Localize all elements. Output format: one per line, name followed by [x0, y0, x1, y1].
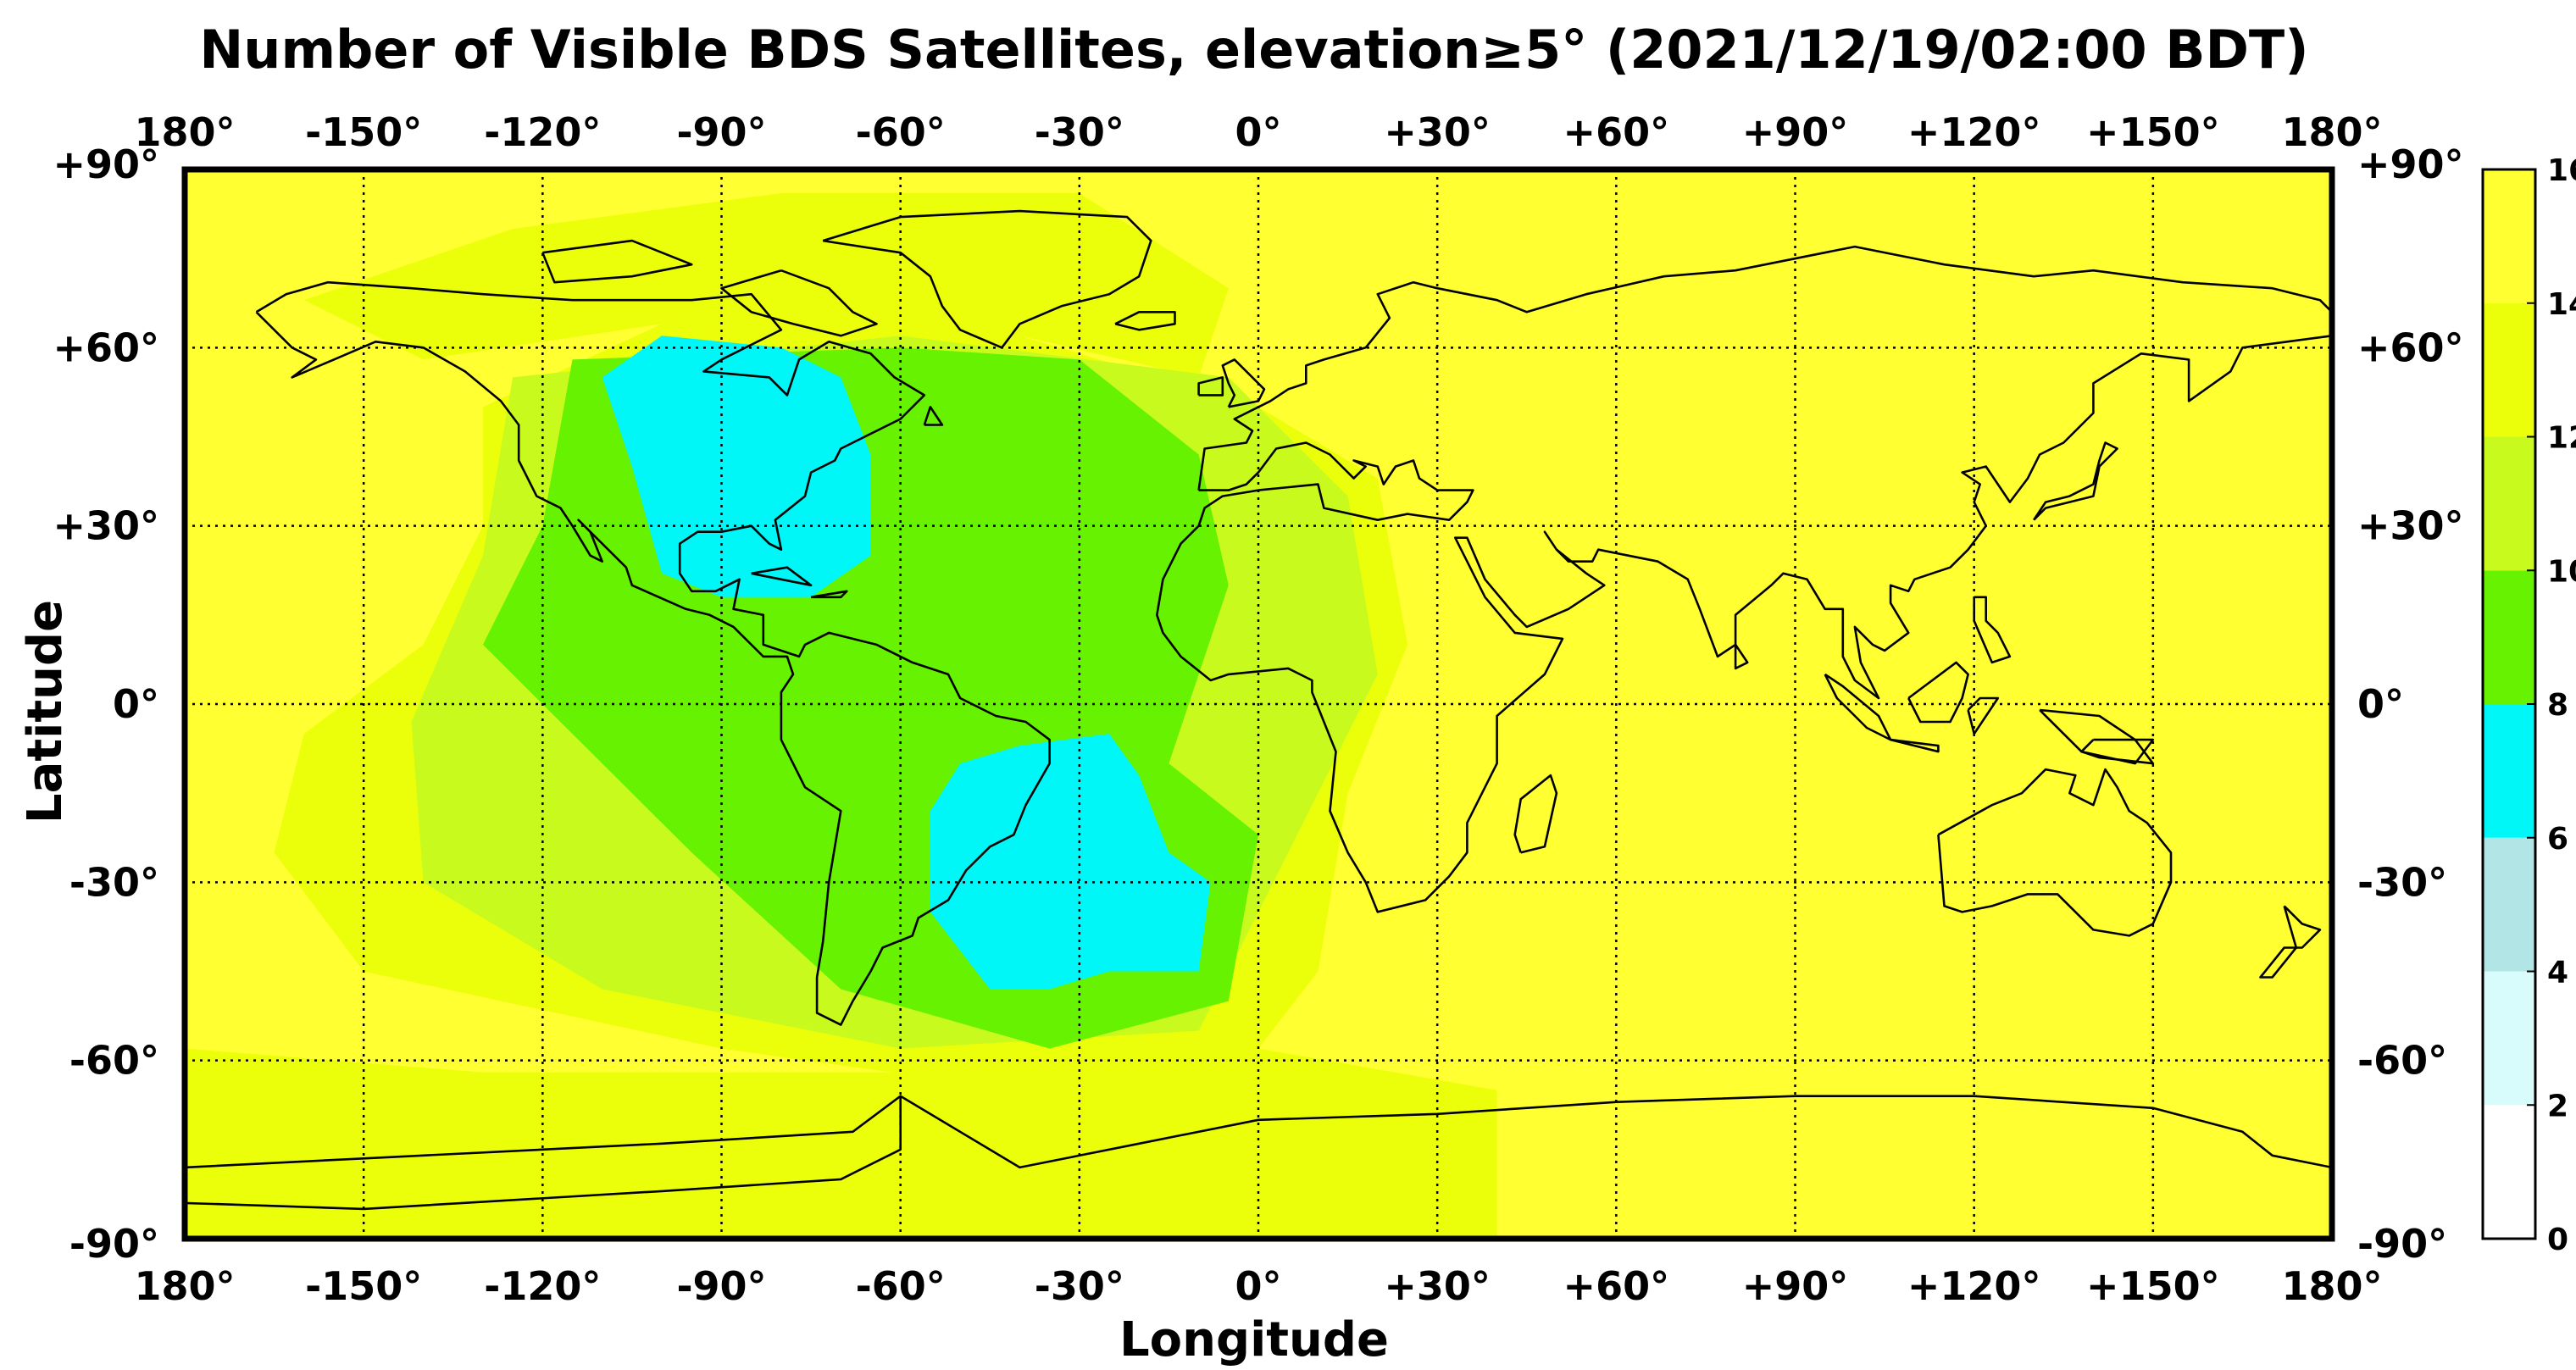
colorbar-segment-7	[2483, 169, 2535, 303]
x-tick-bottom-3: -90°	[676, 1263, 766, 1309]
visibility-region-6	[930, 734, 1211, 990]
colorbar-segment-5	[2483, 436, 2535, 571]
coastline-22	[2080, 738, 2155, 765]
coastline-20	[751, 566, 813, 587]
coastline-7	[185, 1095, 902, 1211]
x-tick-top-2: -120°	[484, 109, 601, 155]
colorbar-segment-2	[2483, 837, 2535, 972]
colorbar-tick-8: 16	[2547, 153, 2576, 188]
colorbar-tick-0: 0	[2547, 1223, 2568, 1257]
coastline-4	[1114, 311, 1176, 331]
coastline-1	[822, 209, 1152, 349]
x-tick-bottom-0: 180°	[134, 1263, 235, 1309]
y-tick-left-2: +30°	[53, 503, 159, 549]
visibility-region-1	[303, 193, 1229, 378]
colorbar-tick-6: 12	[2547, 421, 2576, 456]
x-axis-label: Longitude	[1119, 1312, 1389, 1366]
coastline-23	[1734, 644, 1749, 670]
coastline-6	[1937, 768, 2173, 937]
y-tick-left-5: -60°	[69, 1038, 159, 1084]
y-tick-right-6: -90°	[2357, 1221, 2447, 1267]
x-tick-bottom-11: +150°	[2086, 1263, 2220, 1309]
colorbar-tick-1: 2	[2547, 1089, 2568, 1123]
colorbar: 0 2 4 6 8 10 12 14 16	[2481, 153, 2576, 1257]
coastline-12	[1513, 774, 1558, 854]
x-tick-top-7: +30°	[1384, 109, 1491, 155]
y-tick-left-3: 0°	[113, 681, 159, 727]
visibility-region-0	[185, 1048, 1497, 1239]
x-tick-bottom-12: 180°	[2281, 1263, 2382, 1309]
tick-labels: 180° 180° -150° -150° -120° -120° -90° -90° -60°…	[53, 109, 2463, 1309]
coastline-9	[1221, 358, 1266, 408]
colorbar-segment-6	[2483, 302, 2535, 437]
coastlines	[185, 209, 2332, 1211]
x-tick-top-12: 180°	[2281, 109, 2382, 155]
y-tick-right-0: +90°	[2357, 141, 2464, 187]
map-frame	[181, 166, 2335, 1242]
x-tick-bottom-7: +30°	[1384, 1263, 1491, 1309]
x-tick-bottom-8: +60°	[1563, 1263, 1670, 1309]
y-tick-left-4: -30°	[69, 859, 159, 905]
colorbar-tick-2: 4	[2547, 956, 2568, 990]
x-tick-bottom-4: -60°	[856, 1263, 946, 1309]
y-axis-label: Latitude	[18, 600, 73, 824]
coastline-10	[1197, 376, 1224, 397]
plot-area: 180° 180° -150° -150° -120° -120° -90° -90° -60°…	[53, 109, 2463, 1309]
coastline-3	[541, 239, 693, 284]
coastline-8	[900, 1095, 2332, 1169]
colorbar-segment-4	[2483, 570, 2535, 704]
x-tick-top-3: -90°	[676, 109, 766, 155]
visibility-region-5	[602, 336, 871, 597]
colorbar-segment-1	[2483, 971, 2535, 1106]
x-tick-bottom-2: -120°	[484, 1263, 601, 1309]
x-tick-top-5: -30°	[1035, 109, 1124, 155]
y-tick-right-2: +30°	[2357, 503, 2464, 549]
x-tick-top-9: +90°	[1742, 109, 1849, 155]
x-tick-bottom-10: +120°	[1907, 1263, 2041, 1309]
y-tick-right-3: 0°	[2357, 681, 2404, 727]
coastline-19	[2259, 905, 2322, 979]
y-tick-right-1: +60°	[2357, 324, 2464, 370]
coastline-24	[923, 406, 944, 426]
coastline-21	[810, 590, 848, 599]
x-tick-top-10: +120°	[1907, 109, 2041, 155]
coastline-2	[720, 269, 878, 337]
colorbar-tick-7: 14	[2547, 287, 2576, 322]
y-tick-left-6: -90°	[69, 1221, 159, 1267]
x-tick-top-11: +150°	[2086, 109, 2220, 155]
y-tick-right-5: -60°	[2357, 1038, 2447, 1084]
x-tick-top-8: +60°	[1563, 109, 1670, 155]
y-tick-left-1: +60°	[53, 324, 159, 370]
coastline-15	[1907, 661, 1969, 724]
coastline-5	[1156, 245, 2332, 913]
x-tick-bottom-1: -150°	[305, 1263, 422, 1309]
x-tick-top-4: -60°	[856, 109, 946, 155]
chart-title: Number of Visible BDS Satellites, elevat…	[199, 19, 2308, 80]
y-tick-left-0: +90°	[53, 141, 159, 187]
coastline-0	[255, 280, 1051, 1026]
x-tick-bottom-5: -30°	[1035, 1263, 1124, 1309]
coastline-14	[1890, 738, 1940, 753]
x-tick-top-0: 180°	[134, 109, 235, 155]
visibility-field	[185, 193, 1497, 1239]
x-tick-bottom-9: +90°	[1742, 1263, 1849, 1309]
y-tick-right-4: -30°	[2357, 859, 2447, 905]
colorbar-segment-0	[2483, 1105, 2535, 1239]
colorbar-tick-4: 8	[2547, 688, 2568, 723]
x-tick-top-6: 0°	[1235, 109, 1281, 155]
colorbar-tick-5: 10	[2547, 554, 2576, 589]
colorbar-segment-3	[2483, 704, 2535, 838]
x-tick-bottom-6: 0°	[1235, 1263, 1281, 1309]
colorbar-tick-3: 6	[2547, 822, 2568, 857]
coastline-17	[1967, 696, 2000, 735]
coastline-11	[2033, 441, 2118, 521]
x-tick-top-1: -150°	[305, 109, 422, 155]
coastline-18	[1973, 596, 2012, 664]
